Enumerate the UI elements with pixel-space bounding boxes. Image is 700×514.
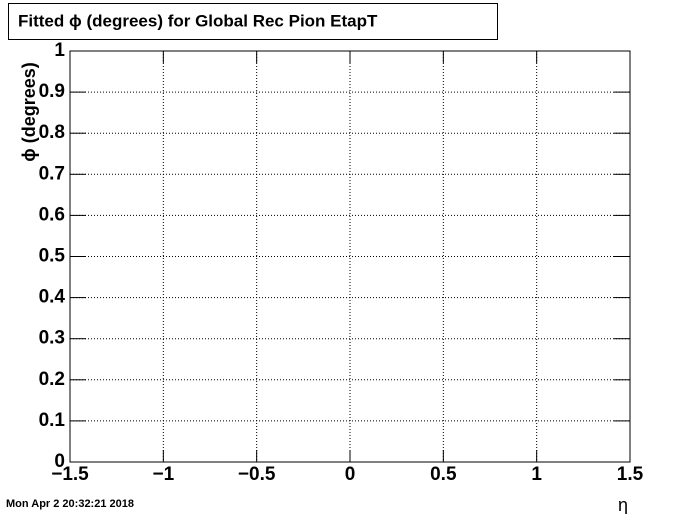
plot-frame (69, 50, 631, 463)
y-axis-label: ϕ (degrees) (19, 62, 39, 162)
y-tick-label: 0.5 (39, 246, 66, 267)
y-tick-label: 1 (54, 40, 65, 61)
y-tick-label: 0.9 (39, 81, 65, 102)
y-tick-label: 0 (54, 451, 65, 472)
x-tick-label: −0.5 (238, 464, 276, 485)
y-tick-label: 0.4 (39, 287, 66, 308)
y-tick-label: 0.1 (39, 410, 66, 431)
chart-title: Fitted ϕ (degrees) for Global Rec Pion E… (18, 11, 378, 30)
x-tick-label: 0.5 (430, 464, 457, 485)
y-tick-label: 0.6 (39, 204, 65, 225)
timestamp: Mon Apr 2 20:32:21 2018 (6, 498, 134, 510)
x-tick-label: 1 (531, 464, 542, 485)
x-tick-label: −1 (152, 464, 174, 485)
y-tick-label: 0.8 (39, 122, 65, 143)
y-tick-label: 0.7 (39, 163, 65, 184)
x-tick-label: 0 (345, 464, 356, 485)
title-box (8, 3, 498, 40)
y-tick-label: 0.2 (39, 369, 65, 390)
x-tick-label: 1.5 (617, 464, 644, 485)
y-tick-label: 0.3 (39, 328, 65, 349)
x-axis-label: η (618, 495, 628, 514)
x-tick-label: −1.5 (51, 464, 89, 485)
